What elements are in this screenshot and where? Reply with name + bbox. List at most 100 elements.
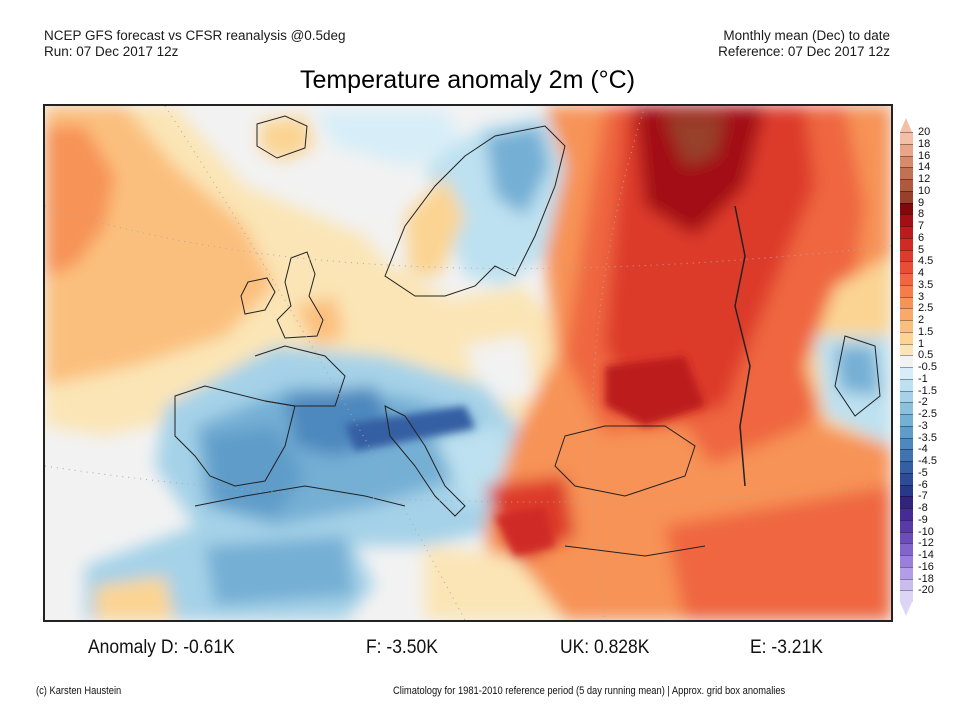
header-right: Monthly mean (Dec) to date Reference: 07… — [718, 28, 890, 60]
colorbar-cell — [900, 273, 913, 285]
colorbar-label: -20 — [918, 584, 934, 597]
colorbar-cell — [900, 320, 913, 332]
anomaly-uk: UK: 0.828K — [560, 637, 650, 658]
iberia-coast — [174, 385, 296, 487]
norwegian-sea-cool — [315, 111, 465, 166]
france-coast — [254, 345, 346, 407]
graticule — [45, 106, 891, 620]
colorbar-label: 0.5 — [918, 349, 934, 362]
reference-time: Reference: 07 Dec 2017 12z — [718, 44, 890, 59]
colorbar-cell — [900, 355, 913, 367]
algeria-cold — [205, 536, 355, 606]
colorbar-label: 14 — [918, 161, 931, 174]
colorbar-cell — [900, 202, 913, 215]
anomaly-spain: E: -3.21K — [750, 637, 823, 658]
black-sea-coast — [554, 425, 696, 497]
colorbar-cell — [900, 543, 913, 555]
colorbar-label: -1.5 — [918, 384, 937, 397]
colorbar-cell — [900, 237, 913, 250]
colorbar-label: 2 — [918, 314, 925, 326]
graticule-line — [45, 465, 891, 503]
scandinavia-coast — [384, 125, 566, 297]
credit: (c) Karsten Haustein — [36, 685, 122, 697]
morocco-warm-patch — [95, 576, 175, 620]
colorbar-label: -10 — [918, 525, 934, 538]
model-description: NCEP GFS forecast vs CFSR reanalysis @0.… — [44, 28, 346, 43]
colorbar-label: -1 — [918, 372, 928, 385]
colorbar-cell — [900, 296, 913, 309]
atlantic-warm-core — [45, 126, 115, 276]
colorbar-label: 3.5 — [918, 278, 934, 291]
greece-warm — [495, 506, 555, 556]
colorbar-cell — [900, 390, 913, 403]
colorbar-label: 12 — [918, 173, 931, 185]
black-sea-warm — [565, 426, 725, 526]
colorbar-label: 8 — [918, 208, 925, 221]
colorbar-label: 10 — [918, 184, 931, 197]
colorbar-label: 7 — [918, 220, 925, 232]
colorbar-label: -2.5 — [918, 408, 937, 420]
colorbar-label: 6 — [918, 231, 925, 244]
colorbar-cell — [900, 261, 913, 273]
colorbar-label: -8 — [918, 502, 928, 514]
italy-coast — [384, 405, 466, 517]
colorbar-cell — [900, 284, 913, 297]
colorbar-cell — [900, 179, 913, 191]
colorbar-label: -2 — [918, 396, 928, 409]
colorbar-label: 16 — [918, 149, 931, 162]
turkey-south-coast — [564, 545, 706, 557]
colorbar-label: -5 — [918, 466, 928, 479]
scotland-warm — [295, 296, 345, 346]
caspian-coast — [834, 335, 881, 417]
colorbar-label: 1 — [918, 337, 925, 350]
colorbar-label: -7 — [918, 490, 928, 503]
russia-hot — [635, 106, 765, 236]
colorbar-cell — [900, 190, 913, 203]
colorbar-cell — [900, 132, 913, 144]
colorbar-cell — [900, 425, 913, 438]
colorbar-label: 20 — [918, 126, 931, 138]
colorbar-cell — [900, 472, 913, 485]
colorbar-cell — [900, 331, 913, 344]
colorbar-cell — [900, 484, 913, 497]
scandinavia-cold-core — [485, 126, 550, 216]
anomaly-field — [45, 106, 891, 620]
colorbar-cell — [900, 308, 913, 320]
climatology-note: Climatology for 1981-2010 reference peri… — [393, 685, 786, 697]
iberia-cold — [205, 426, 305, 516]
colorbar-cell — [900, 531, 913, 544]
colorbar-bottom-extend — [900, 602, 912, 616]
graticule-line — [591, 106, 646, 620]
colorbar-cell — [900, 461, 913, 473]
anomaly-france: F: -3.50K — [366, 637, 438, 658]
colorbar-cell — [900, 555, 913, 567]
colorbar-label: 4 — [918, 267, 925, 279]
colorbar-cell — [900, 590, 913, 602]
anomaly-map — [43, 104, 893, 622]
norway-coast-warm — [405, 176, 465, 276]
north-africa-coast — [194, 485, 406, 507]
colorbar-cell — [900, 402, 913, 414]
coastlines — [174, 115, 881, 557]
colorbar-label: -0.5 — [918, 361, 937, 373]
header-left: NCEP GFS forecast vs CFSR reanalysis @0.… — [44, 28, 346, 60]
colorbar-label: 9 — [918, 196, 925, 209]
map-title: Temperature anomaly 2m (°C) — [299, 66, 636, 94]
britain-coast — [276, 251, 324, 339]
colorbar-cell — [900, 578, 913, 591]
volga-river — [734, 205, 751, 487]
colorbar-cell — [900, 496, 913, 508]
colorbar-cell — [900, 566, 913, 579]
colorbar-label: -18 — [918, 572, 934, 585]
ukraine-hot — [605, 356, 705, 426]
colorbar-label: 2.5 — [918, 302, 934, 315]
colorbar-cell — [900, 249, 913, 262]
colorbar-cell — [900, 155, 913, 168]
colorbar-label: -3 — [918, 419, 928, 432]
colorbar-label: -14 — [918, 549, 934, 561]
anomaly-germany: Anomaly D: -0.61K — [88, 637, 235, 658]
colorbar-top-extend — [900, 118, 912, 132]
colorbar-cell — [900, 143, 913, 156]
run-time: Run: 07 Dec 2017 12z — [44, 44, 179, 59]
colorbar-label: -4 — [918, 443, 928, 456]
